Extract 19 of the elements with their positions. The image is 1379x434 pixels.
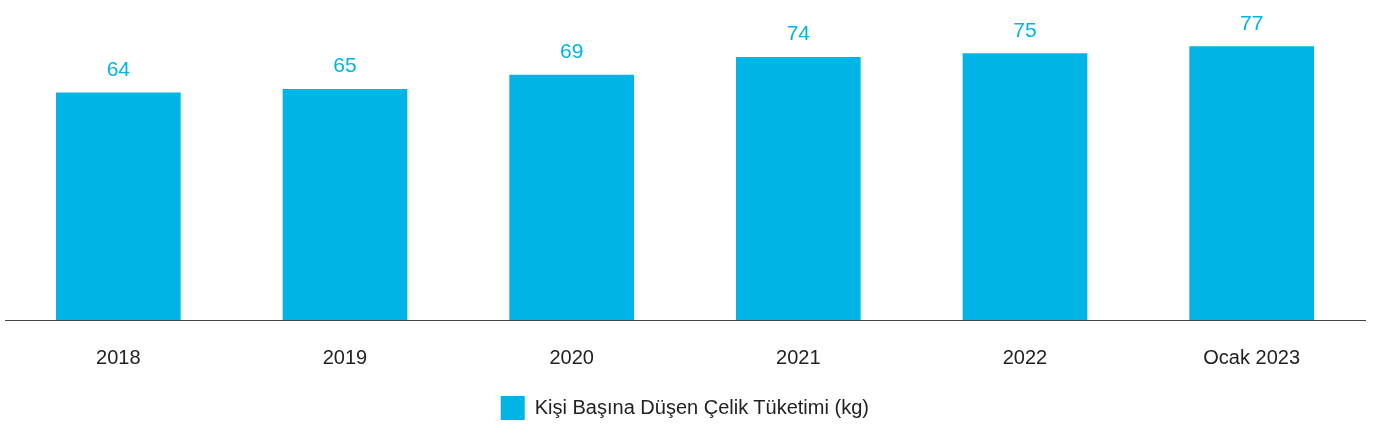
data-label: 65	[333, 53, 357, 77]
bar	[736, 56, 861, 320]
data-label: 69	[559, 38, 584, 62]
bar	[1189, 46, 1314, 320]
x-tick-label: 2021	[776, 345, 821, 368]
x-tick-label: 2020	[549, 345, 594, 368]
x-tick-label: 2018	[96, 345, 141, 368]
bar	[56, 92, 181, 320]
legend-label: Kişi Başına Düşen Çelik Tüketimi (kg)	[534, 395, 869, 418]
data-label: 77	[1239, 10, 1264, 34]
bar	[509, 74, 634, 320]
x-tick-label: Ocak 2023	[1203, 345, 1301, 368]
data-label: 74	[786, 21, 811, 45]
x-tick-label: 2019	[322, 345, 368, 368]
bar	[282, 88, 408, 320]
data-label: 75	[1013, 17, 1037, 41]
data-label: 64	[106, 56, 131, 80]
bar	[962, 53, 1088, 320]
x-tick-label: 2022	[1002, 345, 1048, 368]
